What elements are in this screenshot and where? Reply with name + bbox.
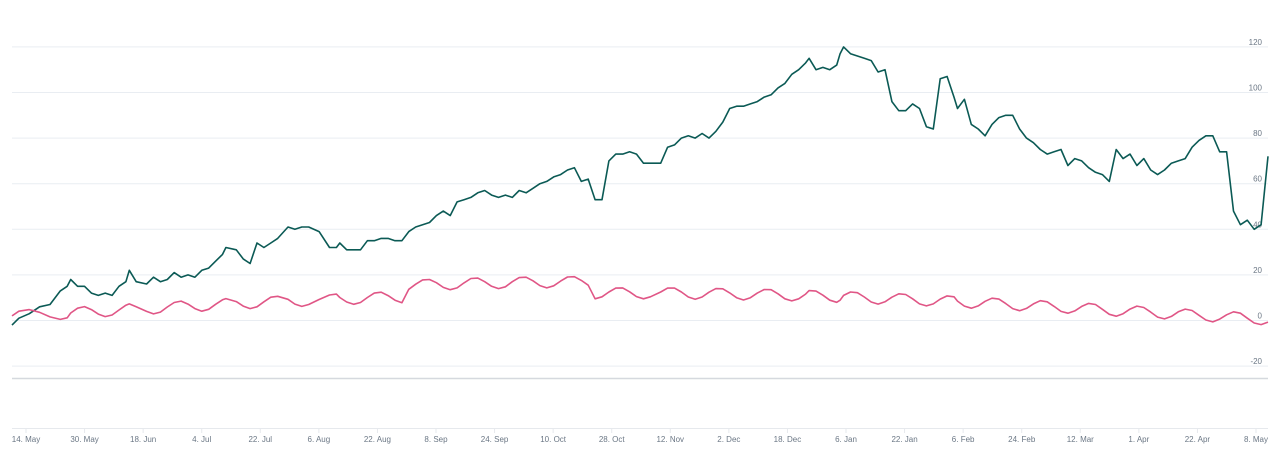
y-tick-label: 100 (1249, 84, 1263, 93)
y-tick-label: 60 (1253, 175, 1262, 184)
x-tick-label: 6. Jan (835, 435, 857, 444)
x-tick-label: 22. Jul (248, 435, 272, 444)
y-tick-label: 20 (1253, 266, 1262, 275)
x-tick-label: 12. Nov (656, 435, 684, 444)
y-tick-label: 120 (1249, 38, 1263, 47)
x-tick-label: 18. Dec (774, 435, 802, 444)
x-tick-label: 22. Jan (891, 435, 917, 444)
x-tick-label: 10. Oct (540, 435, 567, 444)
series-line-secondary (11, 275, 1269, 326)
x-tick-label: 24. Sep (481, 435, 509, 444)
x-tick-label: 2. Dec (717, 435, 740, 444)
x-tick-label: 8. May (1244, 435, 1268, 444)
x-tick-label: 14. May (12, 435, 40, 444)
x-tick-label: 1. Apr (1128, 435, 1149, 444)
x-tick-label: 28. Oct (599, 435, 626, 444)
x-tick-label: 6. Aug (308, 435, 331, 444)
x-tick-label: 22. Apr (1185, 435, 1211, 444)
y-tick-label: 40 (1253, 220, 1262, 229)
x-tick-label: 24. Feb (1008, 435, 1036, 444)
x-tick-label: 6. Feb (952, 435, 975, 444)
y-tick-label: -20 (1250, 357, 1262, 366)
x-tick-label: 4. Jul (192, 435, 211, 444)
series-line-primary (11, 46, 1269, 326)
x-tick-label: 30. May (70, 435, 98, 444)
y-tick-label: 0 (1258, 312, 1263, 321)
x-tick-label: 18. Jun (130, 435, 156, 444)
x-tick-label: 8. Sep (424, 435, 448, 444)
y-tick-label: 80 (1253, 129, 1262, 138)
x-tick-label: 12. Mar (1067, 435, 1094, 444)
x-tick-label: 22. Aug (364, 435, 391, 444)
